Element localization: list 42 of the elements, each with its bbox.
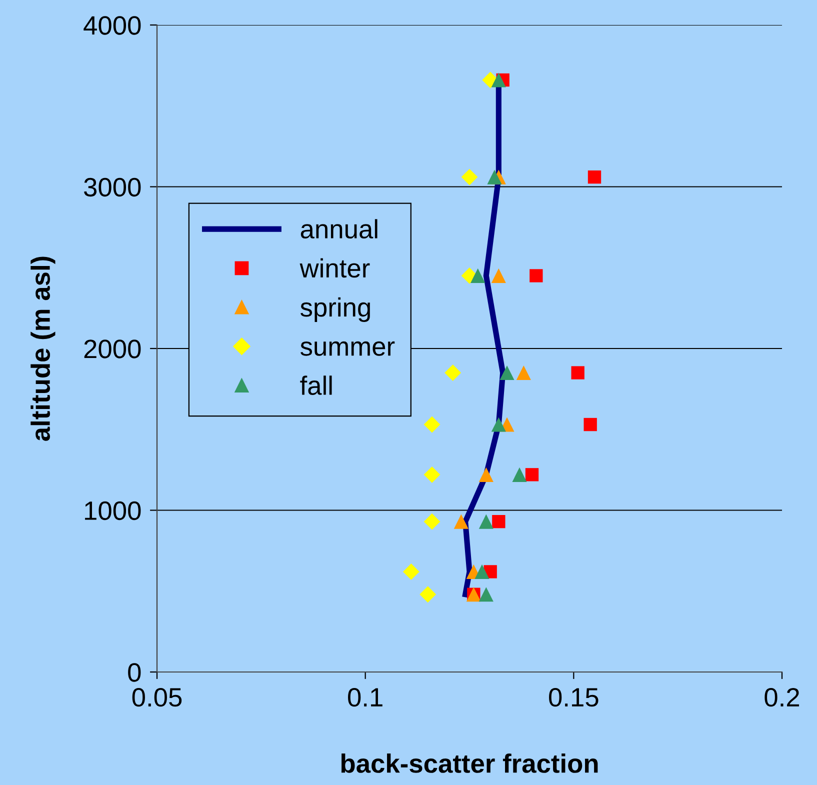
y-tick-label: 1000 bbox=[85, 501, 141, 520]
point bbox=[525, 468, 539, 482]
y-tick-label: 0 bbox=[128, 663, 141, 682]
legend-label: spring bbox=[300, 297, 370, 322]
point bbox=[402, 564, 420, 580]
point bbox=[478, 514, 494, 529]
point bbox=[424, 466, 440, 483]
point bbox=[474, 564, 490, 579]
point bbox=[420, 586, 436, 603]
point bbox=[492, 514, 506, 528]
point bbox=[516, 365, 531, 380]
y-tick-label: 4000 bbox=[84, 16, 141, 35]
point bbox=[461, 168, 478, 186]
point bbox=[584, 418, 597, 432]
y-axis-title: altitude (m asl) bbox=[30, 256, 56, 441]
point bbox=[491, 72, 506, 88]
x-tick-label: 0.15 bbox=[549, 688, 598, 707]
point bbox=[454, 514, 468, 529]
point bbox=[470, 268, 486, 283]
point bbox=[491, 417, 506, 432]
point bbox=[491, 268, 506, 283]
legend-label: summer bbox=[300, 341, 395, 356]
legend-label: annual bbox=[300, 219, 378, 239]
legend-label: fall bbox=[300, 376, 332, 395]
point bbox=[487, 170, 502, 184]
point bbox=[571, 366, 584, 380]
x-axis-title: back-scatter fraction bbox=[341, 754, 598, 773]
point bbox=[500, 365, 514, 380]
x-tick-label: 0.05 bbox=[132, 688, 182, 707]
y-tick-label: 3000 bbox=[84, 178, 141, 197]
point bbox=[478, 587, 494, 602]
point bbox=[424, 416, 440, 433]
point bbox=[588, 170, 602, 184]
x-tick-label: 0.2 bbox=[764, 688, 800, 707]
y-tick-label: 2000 bbox=[84, 340, 141, 358]
point bbox=[444, 364, 462, 381]
point bbox=[424, 513, 440, 530]
legend-label: winter bbox=[300, 258, 370, 278]
point bbox=[478, 467, 494, 482]
point bbox=[530, 269, 543, 282]
x-tick-label: 0.1 bbox=[348, 688, 382, 707]
point bbox=[512, 467, 527, 482]
